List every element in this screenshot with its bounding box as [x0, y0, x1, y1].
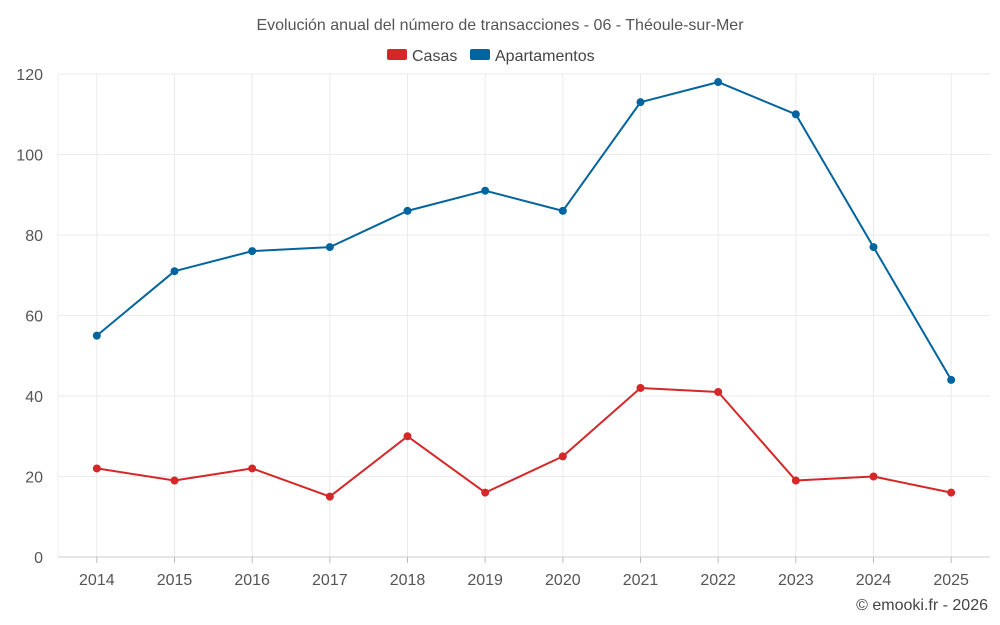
x-tick-label: 2016	[234, 572, 270, 589]
x-tick-label: 2018	[390, 572, 426, 589]
data-point-apartamentos[interactable]	[791, 110, 800, 119]
x-tick-label: 2023	[778, 572, 814, 589]
x-tick-label: 2022	[700, 572, 736, 589]
gridlines	[58, 73, 990, 557]
data-point-apartamentos[interactable]	[325, 243, 334, 252]
y-tick-label: 80	[25, 228, 43, 245]
data-point-casas[interactable]	[558, 452, 567, 461]
data-point-casas[interactable]	[92, 464, 101, 473]
y-tick-label: 0	[34, 550, 43, 567]
legend-swatch-casas	[387, 49, 407, 60]
data-point-apartamentos[interactable]	[636, 98, 645, 107]
data-point-apartamentos[interactable]	[558, 206, 567, 215]
y-tick-label: 120	[16, 67, 43, 84]
legend-swatch-apartamentos	[470, 49, 490, 60]
y-tick-label: 40	[25, 389, 43, 406]
x-tick-label: 2021	[623, 572, 659, 589]
data-point-casas[interactable]	[714, 387, 723, 396]
data-point-apartamentos[interactable]	[947, 375, 956, 384]
data-point-casas[interactable]	[248, 464, 257, 473]
data-point-apartamentos[interactable]	[170, 267, 179, 276]
y-axis-ticks: 0 20 40 60 80 100 120	[16, 67, 43, 567]
x-axis-ticks: 2014 2015 2016 2017 2018 2019 2020 2021 2022 2023…	[79, 557, 969, 589]
y-tick-label: 60	[25, 309, 43, 326]
x-tick-label: 2017	[312, 572, 348, 589]
data-point-casas[interactable]	[481, 488, 490, 497]
legend-label-casas[interactable]: Casas	[412, 48, 457, 65]
x-tick-label: 2020	[545, 572, 581, 589]
x-tick-label: 2014	[79, 572, 115, 589]
x-tick-label: 2015	[157, 572, 193, 589]
credit-text: © emooki.fr - 2026	[856, 597, 988, 614]
data-point-apartamentos[interactable]	[92, 331, 101, 340]
data-point-casas[interactable]	[170, 476, 179, 485]
data-point-apartamentos[interactable]	[714, 78, 723, 87]
legend-label-apartamentos[interactable]: Apartamentos	[495, 48, 595, 65]
data-point-casas[interactable]	[325, 492, 334, 501]
data-point-casas[interactable]	[403, 432, 412, 441]
data-point-casas[interactable]	[636, 383, 645, 392]
data-point-apartamentos[interactable]	[481, 186, 490, 195]
series-line-casas	[96, 387, 952, 498]
series-line-apartamentos	[96, 81, 953, 381]
y-tick-label: 100	[16, 148, 43, 165]
chart-title: Evolución anual del número de transaccio…	[256, 17, 744, 34]
x-tick-label: 2024	[856, 572, 892, 589]
data-point-apartamentos[interactable]	[248, 247, 257, 256]
data-point-apartamentos[interactable]	[869, 243, 878, 252]
y-tick-label: 20	[25, 470, 43, 487]
data-point-casas[interactable]	[791, 476, 800, 485]
data-point-casas[interactable]	[869, 472, 878, 481]
axes	[57, 74, 990, 558]
data-point-casas[interactable]	[947, 488, 956, 497]
series-layer	[92, 78, 956, 501]
data-point-apartamentos[interactable]	[403, 206, 412, 215]
x-tick-label: 2019	[467, 572, 503, 589]
legend: Casas Apartamentos	[387, 48, 595, 65]
x-tick-label: 2025	[933, 572, 969, 589]
